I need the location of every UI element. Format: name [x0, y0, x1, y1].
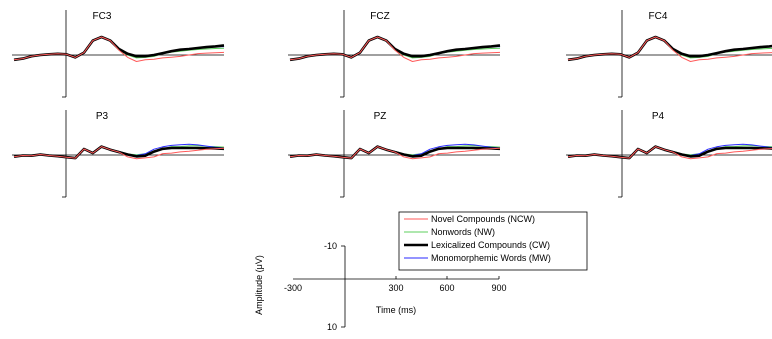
series-line-ncw [289, 146, 501, 160]
panel-title: FCZ [370, 11, 389, 22]
legend-label-nw: Nonwords (NW) [431, 227, 495, 237]
legend-box [398, 211, 588, 271]
panel-pz: PZ [288, 110, 501, 198]
panel-p4: P4 [566, 110, 772, 198]
x-tick-label: 600 [439, 283, 454, 293]
series-line-ncw [13, 36, 225, 62]
scale-axes: -10 10 -300 300 600 900 Time (ms) Amplitude (μV… [254, 241, 507, 332]
panel-title: P3 [96, 111, 109, 122]
panel-title: P4 [652, 111, 665, 122]
x-tick-label: -300 [284, 283, 302, 293]
series-line-cw [567, 145, 772, 160]
panel-fcz: FCZ [288, 10, 501, 98]
legend-label-cw: Lexicalized Compounds (CW) [431, 240, 550, 250]
panels-layer: FC3 FCZ FC4 P3 PZ P4 [12, 10, 772, 198]
panel-title: FC3 [93, 11, 112, 22]
series-line-cw [13, 35, 225, 62]
panel-fc3: FC3 [12, 10, 225, 98]
series-line-ncw [13, 146, 225, 160]
series-line-cw [567, 35, 772, 62]
y-tick-label: -10 [324, 241, 337, 251]
legend: Novel Compounds (NCW) Nonwords (NW) Lexica… [398, 211, 588, 271]
x-tick-label: 900 [491, 283, 506, 293]
panel-fc4: FC4 [566, 10, 772, 98]
panel-p3: P3 [12, 110, 225, 198]
series-line-ncw [567, 36, 772, 62]
x-axis-title: Time (ms) [376, 305, 416, 315]
y-axis-title: Amplitude (μV) [254, 255, 264, 315]
legend-label-mw: Monomorphemic Words (MW) [431, 253, 551, 263]
panel-title: FC4 [649, 11, 668, 22]
series-line-ncw [289, 36, 501, 62]
legend-label-ncw: Novel Compounds (NCW) [431, 214, 535, 224]
series-line-ncw [567, 146, 772, 160]
panel-title: PZ [374, 111, 387, 122]
y-tick-label: 10 [327, 322, 337, 332]
series-line-cw [289, 35, 501, 62]
x-tick-label: 300 [388, 283, 403, 293]
